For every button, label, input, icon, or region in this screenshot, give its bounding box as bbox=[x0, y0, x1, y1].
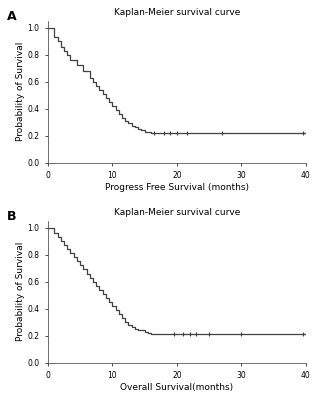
Title: Kaplan-Meier survival curve: Kaplan-Meier survival curve bbox=[114, 8, 240, 17]
X-axis label: Progress Free Survival (months): Progress Free Survival (months) bbox=[105, 183, 249, 192]
Title: Kaplan-Meier survival curve: Kaplan-Meier survival curve bbox=[114, 208, 240, 217]
Text: B: B bbox=[7, 210, 16, 222]
Text: A: A bbox=[7, 10, 16, 22]
Y-axis label: Probability of Survival: Probability of Survival bbox=[16, 242, 25, 342]
Y-axis label: Probability of Survival: Probability of Survival bbox=[16, 42, 25, 142]
X-axis label: Overall Survival(months): Overall Survival(months) bbox=[120, 383, 234, 392]
